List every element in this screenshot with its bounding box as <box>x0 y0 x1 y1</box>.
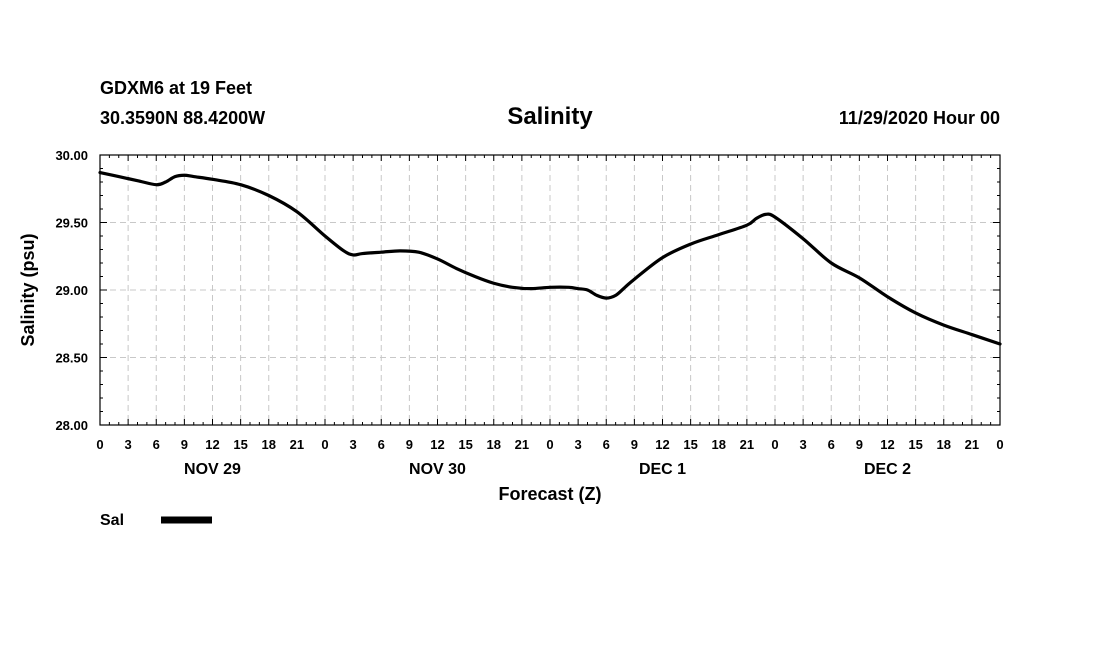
x-tick-label: 6 <box>153 437 160 452</box>
x-tick-label: 3 <box>800 437 807 452</box>
x-tick-label: 15 <box>908 437 922 452</box>
x-tick-label: 18 <box>487 437 501 452</box>
x-tick-label: 21 <box>965 437 979 452</box>
station-name: GDXM6 at 19 Feet <box>100 78 252 98</box>
x-tick-label: 9 <box>181 437 188 452</box>
x-tick-label: 9 <box>856 437 863 452</box>
x-tick-label: 15 <box>683 437 697 452</box>
x-tick-label: 6 <box>828 437 835 452</box>
x-tick-label: 21 <box>515 437 529 452</box>
x-tick-label: 21 <box>290 437 304 452</box>
x-tick-label: 18 <box>712 437 726 452</box>
plot-frame <box>99 154 1001 426</box>
x-tick-label: 9 <box>631 437 638 452</box>
x-tick-label: 15 <box>233 437 247 452</box>
x-tick-label: 0 <box>996 437 1003 452</box>
day-label: NOV 29 <box>184 461 241 478</box>
day-labels: NOV 29 NOV 30 DEC 1 DEC 2 <box>184 461 911 478</box>
x-tick-label: 3 <box>125 437 132 452</box>
x-tick-label: 9 <box>406 437 413 452</box>
x-tick-label: 0 <box>771 437 778 452</box>
x-tick-label: 0 <box>96 437 103 452</box>
legend-label-sal: Sal <box>100 512 124 529</box>
station-coords: 30.3590N 88.4200W <box>100 108 265 128</box>
y-tick-label: 29.50 <box>55 216 88 231</box>
x-tick-label: 18 <box>262 437 276 452</box>
x-tick-label: 6 <box>603 437 610 452</box>
x-tick-label: 3 <box>575 437 582 452</box>
x-tick-label: 21 <box>740 437 754 452</box>
y-tick-label: 30.00 <box>55 148 88 163</box>
x-tick-label: 18 <box>937 437 951 452</box>
y-tick-label: 28.00 <box>55 418 88 433</box>
y-tick-label: 29.00 <box>55 283 88 298</box>
salinity-series-line <box>98 170 1002 346</box>
day-label: DEC 2 <box>864 461 911 478</box>
y-axis-label: Salinity (psu) <box>18 233 38 346</box>
x-tick-label: 12 <box>880 437 894 452</box>
x-tick-labels: 0 3 6 9 12 15 18 21 0 3 6 9 12 15 18 21 0 3 6 9 12 15 18 21 0 3 6 9… <box>96 437 1003 452</box>
x-tick-label: 12 <box>430 437 444 452</box>
x-tick-label: 0 <box>321 437 328 452</box>
forecast-datetime: 11/29/2020 Hour 00 <box>839 108 1000 128</box>
x-tick-label: 12 <box>655 437 669 452</box>
day-label: NOV 30 <box>409 461 466 478</box>
x-axis-label: Forecast (Z) <box>498 484 601 504</box>
x-tick-label: 3 <box>350 437 357 452</box>
y-tick-label: 28.50 <box>55 351 88 366</box>
x-tick-label: 15 <box>458 437 472 452</box>
legend: Sal <box>100 512 212 529</box>
x-tick-label: 6 <box>378 437 385 452</box>
day-label: DEC 1 <box>639 461 686 478</box>
x-tick-label: 12 <box>205 437 219 452</box>
grid <box>100 155 1000 425</box>
x-tick-label: 0 <box>546 437 553 452</box>
y-tick-labels: 28.00 28.50 29.00 29.50 30.00 <box>55 148 88 433</box>
chart-title: Salinity <box>507 103 593 130</box>
